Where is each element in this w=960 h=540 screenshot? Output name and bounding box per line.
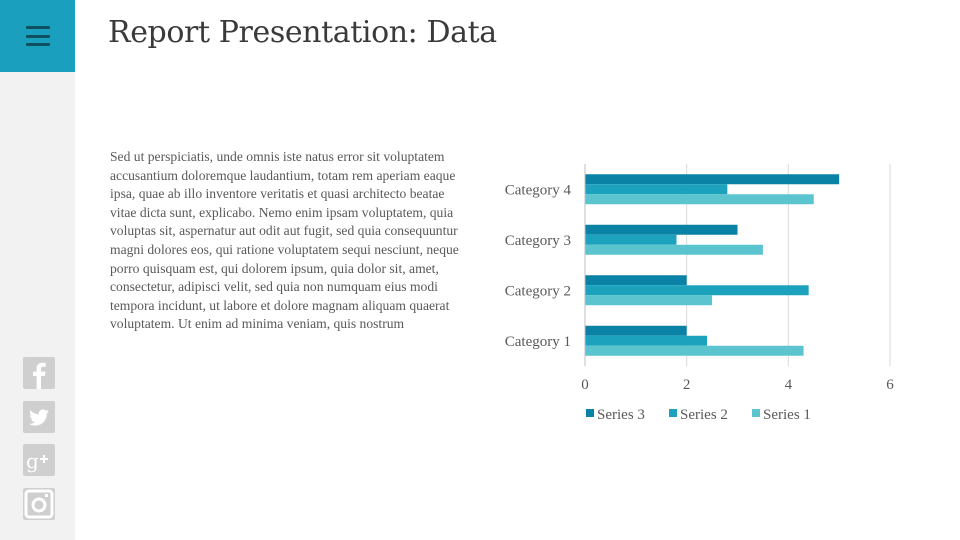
bar-series-2-category-4 bbox=[585, 184, 728, 195]
x-tick-label: 6 bbox=[886, 377, 894, 393]
legend-swatch bbox=[586, 409, 594, 417]
bar-series-1-category-2 bbox=[585, 295, 713, 306]
x-tick-label: 2 bbox=[683, 377, 691, 393]
x-tick-label: 4 bbox=[785, 377, 793, 393]
category-label: Category 2 bbox=[505, 283, 571, 299]
bar-series-1-category-3 bbox=[585, 244, 763, 255]
bar-series-3-category-4 bbox=[585, 174, 840, 185]
bar-series-3-category-1 bbox=[585, 325, 687, 336]
facebook-icon[interactable] bbox=[23, 357, 55, 389]
legend-swatch bbox=[752, 409, 760, 417]
bar-series-2-category-1 bbox=[585, 335, 707, 346]
bar-series-3-category-3 bbox=[585, 224, 738, 235]
legend-swatch bbox=[669, 409, 677, 417]
google-plus-icon[interactable]: g bbox=[23, 444, 55, 476]
bar-series-3-category-2 bbox=[585, 275, 687, 286]
x-tick-label: 0 bbox=[581, 377, 589, 393]
menu-button[interactable] bbox=[0, 0, 75, 72]
legend-label: Series 3 bbox=[597, 407, 645, 423]
bar-chart: Category 1 Category 2 Category 3 Category 4… bbox=[505, 164, 894, 423]
category-label: Category 4 bbox=[505, 182, 572, 198]
bar-series-1-category-4 bbox=[585, 194, 814, 205]
sidebar: g bbox=[0, 0, 75, 540]
twitter-icon[interactable] bbox=[23, 401, 55, 433]
svg-text:g: g bbox=[26, 449, 39, 473]
bar-series-2-category-2 bbox=[585, 285, 809, 296]
bar-series-2-category-3 bbox=[585, 234, 677, 245]
hamburger-menu-icon bbox=[25, 26, 50, 46]
category-label: Category 3 bbox=[505, 233, 571, 249]
bar-series-1-category-1 bbox=[585, 345, 804, 356]
category-label: Category 1 bbox=[505, 334, 571, 350]
legend-label: Series 1 bbox=[763, 407, 811, 423]
legend-label: Series 2 bbox=[680, 407, 728, 423]
instagram-icon[interactable] bbox=[23, 488, 55, 520]
page-title: Report Presentation: Data bbox=[108, 15, 497, 50]
body-paragraph: Sed ut perspiciatis, unde omnis iste nat… bbox=[110, 149, 459, 332]
